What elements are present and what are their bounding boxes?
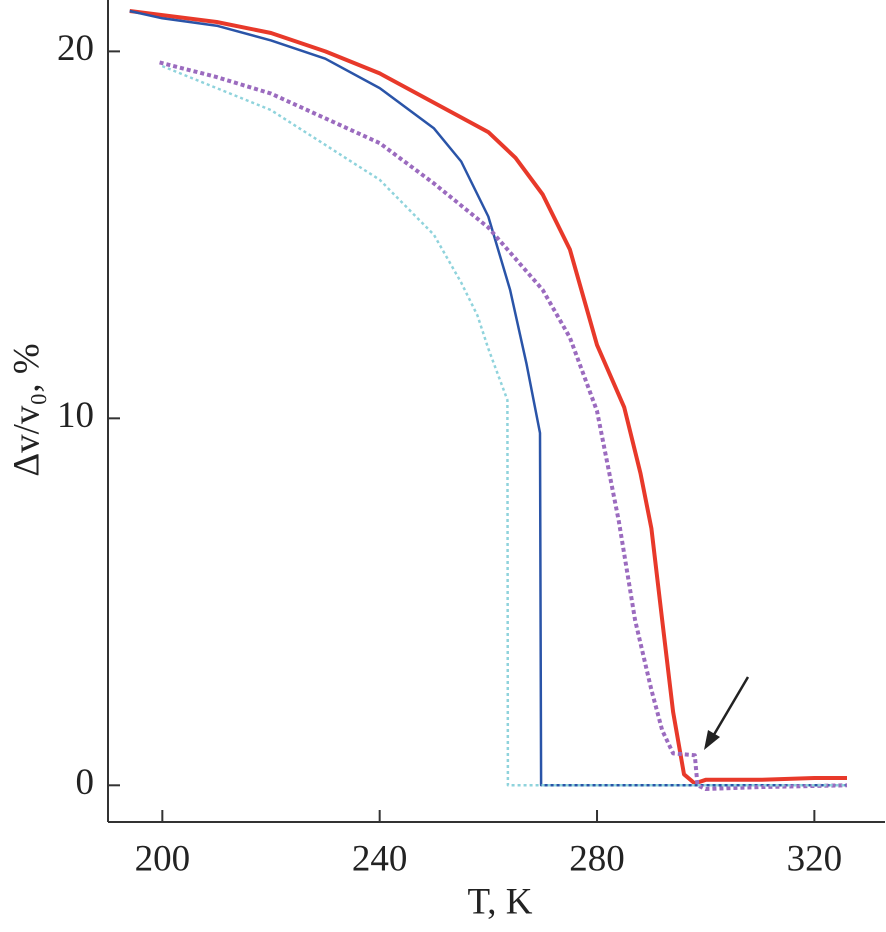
y-tick-label: 0 bbox=[76, 762, 95, 803]
series-line bbox=[129, 9, 847, 787]
x-tick-label: 200 bbox=[135, 838, 191, 879]
series-line bbox=[159, 60, 848, 791]
x-axis-label: T, K bbox=[467, 881, 532, 922]
series-line bbox=[161, 64, 847, 787]
x-tick-label: 240 bbox=[352, 838, 408, 879]
series-line bbox=[129, 9, 847, 786]
y-tick-label: 20 bbox=[57, 28, 94, 69]
y-axis-label: Δv/v₀, % bbox=[6, 343, 47, 476]
arrow bbox=[704, 676, 750, 750]
x-tick-label: 320 bbox=[787, 838, 843, 879]
y-tick-label: 10 bbox=[57, 395, 94, 436]
x-tick-label: 280 bbox=[569, 838, 625, 879]
